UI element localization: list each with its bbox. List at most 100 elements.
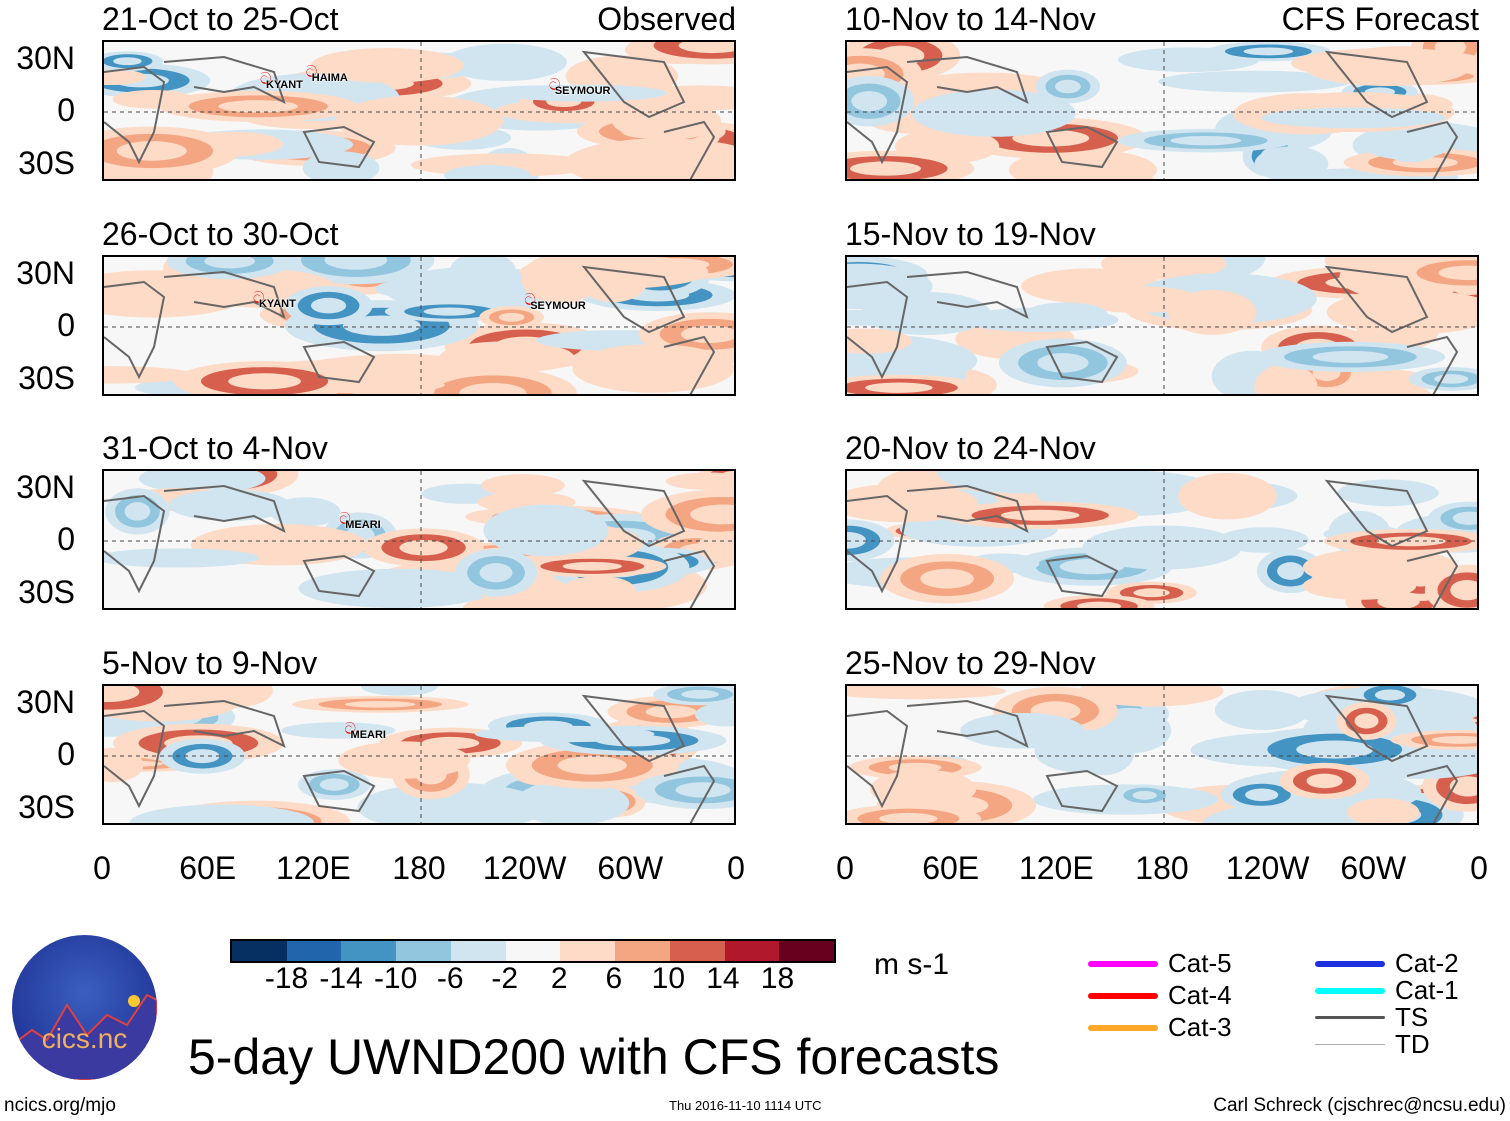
legend-label: Cat-1: [1395, 975, 1459, 1005]
wind-anomaly-contour: [547, 794, 595, 812]
wind-anomaly-contour: [873, 495, 934, 511]
wind-anomaly-contour: [1312, 350, 1389, 363]
wind-anomaly-contour: [847, 350, 918, 371]
panel-title: 20-Nov to 24-Nov: [845, 430, 1096, 466]
wind-anomaly-contour: [551, 89, 618, 97]
wind-anomaly-contour: [291, 506, 320, 518]
colorbar-label: 18: [760, 962, 795, 995]
legend-item: Cat-5: [1088, 948, 1232, 979]
wind-anomaly-contour: [1330, 173, 1404, 179]
uwnd-map-panel: ට KYANT ට HAIMA ට SEYMOUR: [102, 40, 736, 181]
wind-anomaly-contour: [1277, 562, 1304, 580]
coastline: [847, 694, 1459, 823]
storm-label: SEYMOUR: [554, 84, 611, 97]
lon-tick-label: 180: [392, 850, 446, 886]
lat-tick-label: 0: [57, 521, 75, 557]
wind-anomaly-contour: [1245, 534, 1282, 546]
wind-anomaly-contour: [1243, 47, 1294, 56]
lon-tick-label: 0: [1470, 850, 1488, 886]
footer-author: Carl Schreck (cjschrec@ncsu.edu): [1213, 1095, 1506, 1116]
colorbar-label: 6: [605, 962, 623, 995]
wind-anomaly-contour: [185, 815, 259, 823]
wind-anomaly-contour: [1438, 265, 1477, 281]
wind-anomaly-contour: [315, 727, 362, 734]
lon-tick-label: 60E: [179, 850, 237, 886]
forecast-label: CFS Forecast: [1281, 1, 1479, 37]
hurricane-icon: ට: [252, 289, 265, 307]
wind-anomaly-contour: [719, 540, 734, 554]
wind-anomaly-contour: [961, 103, 1027, 123]
lat-tick-label: 30S: [18, 360, 75, 396]
wind-anomaly-contour: [1001, 509, 1080, 521]
wind-anomaly-contour: [480, 54, 530, 70]
hurricane-icon: ට: [548, 76, 561, 94]
wind-anomaly-contour: [368, 364, 434, 378]
wind-anomaly-contour: [667, 92, 732, 103]
legend-label: Cat-4: [1168, 980, 1232, 1010]
wind-anomaly-contour: [228, 373, 301, 390]
wind-anomaly-contour: [645, 705, 697, 719]
wind-anomaly-contour: [1276, 156, 1307, 171]
wind-anomaly-contour: [204, 257, 255, 269]
wind-anomaly-contour: [104, 758, 126, 772]
wind-anomaly-contour: [1076, 601, 1122, 608]
lat-tick-label: 30N: [16, 469, 75, 505]
lon-tick-label: 0: [93, 850, 111, 886]
wind-anomaly-contour: [243, 536, 315, 554]
wind-anomaly-contour: [847, 314, 901, 321]
wind-anomaly-contour: [865, 382, 933, 393]
track-line-icon: [1088, 960, 1158, 967]
wind-anomaly-contour: [1450, 579, 1477, 601]
wind-anomaly-contour: [1368, 806, 1398, 818]
wind-anomaly-contour: [849, 161, 921, 176]
wind-anomaly-contour: [520, 520, 571, 541]
colorbar-units: m s-1: [874, 948, 949, 981]
footer-link[interactable]: ncics.org/mjo: [4, 1095, 116, 1116]
wind-anomaly-contour: [557, 755, 627, 775]
wind-anomaly-contour: [470, 171, 505, 179]
wind-anomaly-contour: [423, 307, 476, 316]
legend-item: Cat-4: [1088, 980, 1232, 1011]
wind-anomaly-contour: [479, 563, 513, 583]
wind-anomaly-contour: [479, 350, 534, 364]
wind-anomaly-contour: [851, 91, 888, 112]
storm-label: MEARI: [345, 519, 381, 532]
panel-title: 26-Oct to 30-Oct: [102, 216, 339, 252]
hurricane-icon: ට: [344, 720, 357, 738]
lat-tick-label: 30S: [18, 145, 75, 181]
colorbar-swatch: [560, 941, 616, 961]
lon-tick-label: 60E: [922, 850, 980, 886]
coastline: [104, 50, 716, 179]
lat-tick-label: 30S: [18, 574, 75, 610]
wind-anomaly-contour: [1331, 388, 1387, 394]
wind-anomaly-contour: [324, 257, 388, 270]
coastline: [104, 265, 716, 394]
track-line-icon: [1315, 1016, 1385, 1019]
track-line-icon: [1315, 987, 1385, 994]
wind-anomaly-contour: [678, 42, 734, 54]
colorbar-swatch: [341, 941, 397, 961]
wind-anomaly-contour: [847, 277, 889, 296]
coastline: [847, 50, 1459, 179]
wind-anomaly-contour: [528, 730, 601, 738]
wind-anomaly-contour: [1055, 79, 1081, 94]
wind-anomaly-contour: [584, 584, 614, 595]
track-line-icon: [1088, 992, 1158, 999]
wind-anomaly-contour: [713, 709, 734, 720]
track-line-icon: [1315, 960, 1385, 967]
wind-anomaly-contour: [1316, 113, 1391, 122]
lat-tick-label: 30S: [18, 789, 75, 825]
lon-tick-label: 120W: [482, 850, 567, 886]
legend-label: TS: [1395, 1002, 1429, 1032]
uwnd-map-panel: [845, 684, 1479, 825]
coastline: [104, 479, 716, 608]
wind-anomaly-contour: [356, 58, 418, 73]
wind-anomaly-contour: [205, 498, 255, 512]
colorbar-label: -2: [491, 962, 519, 995]
wind-anomaly-contour: [459, 382, 527, 394]
colorbar-label: -18: [264, 962, 309, 995]
storm-label: KYANT: [266, 79, 303, 92]
lon-tick-label: 0: [836, 850, 854, 886]
wind-anomaly-contour: [599, 272, 627, 290]
hurricane-icon: ට: [260, 71, 272, 89]
